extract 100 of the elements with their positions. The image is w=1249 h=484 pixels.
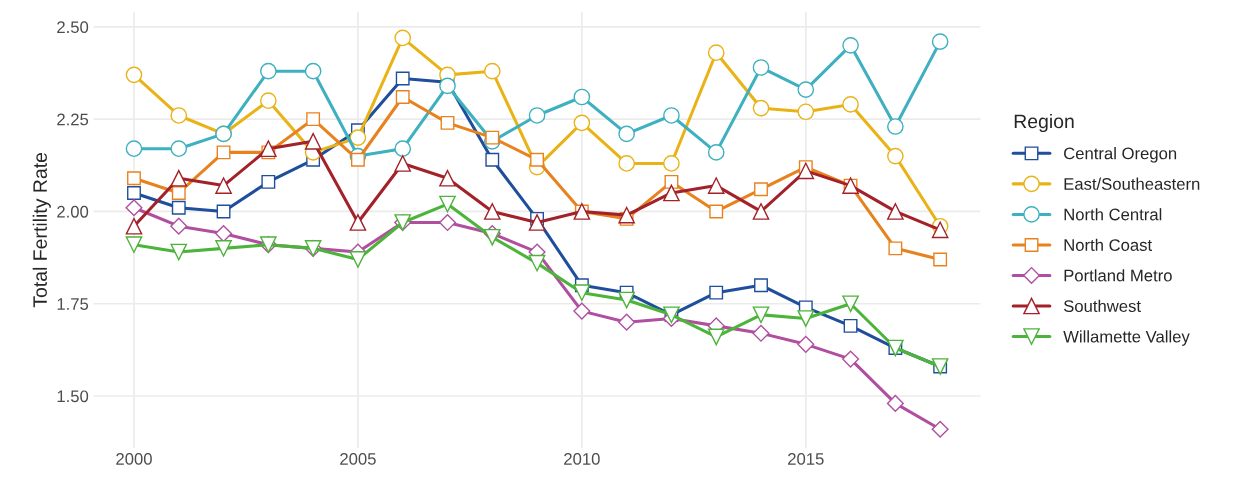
point [215,177,232,194]
point [170,217,188,235]
point [663,184,680,202]
point [573,302,591,320]
legend-title: Region [1014,113,1074,133]
point [125,140,143,158]
point [618,125,635,143]
point [752,306,770,324]
point [125,66,143,84]
point [483,62,501,80]
point [573,284,591,301]
x-tick-label: 2015 [788,453,824,465]
point [127,171,141,186]
point [709,285,724,300]
legend-label: East/Southeastern [1064,177,1200,190]
y-tick-label: 2.25 [57,113,89,126]
point [215,240,232,257]
point [485,152,500,167]
point [707,144,725,161]
point [709,204,724,219]
point [483,203,501,220]
point [260,62,277,80]
point [931,420,949,438]
point [663,107,680,124]
point [394,140,412,158]
point [350,152,365,167]
point [171,186,186,200]
point [887,118,904,135]
point [304,62,322,80]
point [394,29,412,47]
point [125,199,143,217]
legend-label: Portland Metro [1064,269,1172,282]
legend-label: Central Oregon [1064,147,1177,163]
point [843,318,858,333]
point [752,324,770,342]
point [618,313,636,331]
point [842,36,859,54]
point [530,152,545,167]
point [797,335,815,353]
x-tick-label: 2010 [564,453,600,465]
point [438,213,457,232]
point [439,77,456,95]
point [170,140,188,158]
point [261,174,276,189]
point [707,328,725,346]
legend-label: Southwest [1063,299,1141,313]
point [886,394,904,412]
point [349,251,367,268]
point [754,278,768,293]
point [125,217,143,235]
point [171,200,186,215]
point [439,169,456,187]
point [618,206,635,224]
point [260,140,277,158]
point [439,195,456,213]
point [125,236,143,254]
x-tick-label: 2000 [116,453,152,465]
point [842,96,859,113]
y-tick-label: 1.50 [57,390,89,403]
point [216,145,231,160]
point [395,71,410,86]
point [887,203,904,220]
point [349,129,367,146]
point [842,295,859,313]
legend-label: Willamette Valley [1063,330,1190,346]
point [170,169,188,187]
point [931,33,949,50]
y-tick-label: 1.75 [57,298,89,310]
point [528,214,546,231]
y-axis-title: Total Fertility Rate [32,152,51,308]
point [933,252,948,267]
point [127,186,141,200]
point [216,204,231,219]
legend-label: North Coast [1064,238,1152,251]
point [349,214,367,231]
point [170,243,188,261]
point [664,174,679,189]
point [260,92,277,110]
point [752,203,770,220]
point [395,90,410,104]
point [573,114,591,132]
point [663,155,680,172]
point [528,254,546,272]
point [797,81,815,98]
y-tick-label: 2.00 [57,205,89,218]
point [888,241,903,256]
point [931,221,949,239]
point [797,103,815,121]
point [707,177,725,194]
point [618,155,635,172]
point [485,130,500,145]
x-tick-label: 2005 [340,453,376,465]
point [752,59,770,76]
point [797,162,815,180]
point [528,107,546,124]
point [304,132,322,150]
point [707,44,725,62]
point [394,155,412,172]
point [754,182,768,197]
point [618,291,635,309]
